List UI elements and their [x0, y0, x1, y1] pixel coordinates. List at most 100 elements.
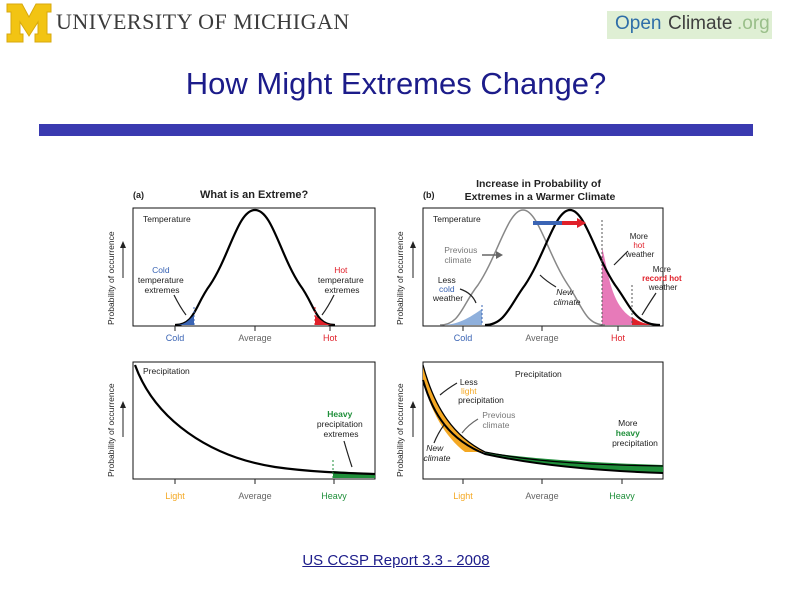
panel-b: (b) Increase in Probability of Extremes … — [395, 178, 684, 343]
slide-title: How Might Extremes Change? — [185, 66, 607, 101]
panel-d-y-arrowhead-icon — [410, 401, 416, 408]
panel-d-new-climate-1: New — [426, 443, 444, 453]
panel-d-more-heavy: More heavy precipitation — [612, 418, 658, 448]
panel-a-letter: (a) — [133, 190, 144, 200]
panel-b-frame — [422, 207, 664, 327]
panel-a-heading: What is an Extreme? — [200, 189, 308, 201]
panel-a-cold-pointer — [173, 294, 187, 316]
panel-b-new-climate-1: New — [556, 287, 574, 297]
panel-c-frame — [132, 361, 376, 480]
panel-d-less-light: Less light precipitation — [458, 377, 504, 405]
panel-d-less-light-pointer — [439, 382, 458, 396]
openclimate-org-text: .org — [737, 13, 770, 34]
panel-b-cold-fill — [440, 309, 482, 325]
panel-b-y-arrowhead-icon — [410, 241, 416, 248]
panel-b-record-3: weather — [648, 283, 678, 292]
panel-b-tick-label-hot: Hot — [611, 333, 626, 343]
panel-d-new-climate-2: climate — [424, 453, 451, 463]
panel-a-cold-note: Cold temperature extremes — [138, 265, 186, 295]
panel-b-less-cold-pointer — [459, 288, 477, 304]
openclimate-logo[interactable]: Open Climate .org — [607, 11, 772, 39]
panel-b-tick-label-cold: Cold — [454, 333, 473, 343]
panel-c-heavy-note: Heavy precipitation extremes — [317, 409, 365, 439]
panel-a-hot-tail — [315, 315, 335, 325]
panel-b-record-hot-fill — [632, 317, 660, 325]
source-caption-link[interactable]: US CCSP Report 3.3 - 2008 — [302, 552, 490, 569]
panel-a-hot-note-1: Hot — [334, 265, 348, 275]
panel-a-y-label: Probability of occurrence — [106, 231, 116, 325]
panel-a-cold-note-2: temperature — [138, 275, 184, 285]
panel-c-y-arrowhead-icon — [120, 401, 126, 408]
panel-a-hot-note-2: temperature — [318, 275, 364, 285]
panel-b-letter: (b) — [423, 190, 435, 200]
panel-d-more-heavy-3: precipitation — [612, 438, 658, 448]
panel-b-new-climate: New climate — [554, 287, 581, 307]
panel-b-hot-fill — [602, 247, 660, 325]
panel-b-previous-1: Previous — [444, 245, 477, 255]
panel-b-less-cold-3: weather — [432, 293, 463, 303]
panel-d: Probability of occurrence Precipitation … — [395, 361, 664, 501]
panel-a-cold-note-3: extremes — [145, 285, 180, 295]
panel-b-record-1: More — [653, 265, 672, 274]
panel-b-more-hot-1: More — [630, 232, 649, 241]
panel-d-frame — [422, 361, 664, 480]
panel-d-tick-label-light: Light — [453, 491, 473, 501]
panel-d-series-label: Precipitation — [515, 369, 562, 379]
panel-a-tick-label-average: Average — [238, 333, 271, 343]
panel-b-previous-2: climate — [445, 255, 472, 265]
university-michigan-logo-icon — [6, 3, 52, 43]
panel-d-y-label: Probability of occurrence — [395, 383, 405, 477]
panel-d-more-heavy-2: heavy — [616, 428, 640, 438]
panel-d-previous-curve — [422, 364, 664, 467]
panel-b-less-cold-2: cold — [439, 284, 455, 294]
panel-c-distribution-curve — [133, 364, 376, 476]
extremes-figure: (a) What is an Extreme? Probability of o… — [106, 178, 684, 501]
panel-d-less-light-3: precipitation — [458, 395, 504, 405]
panel-b-heading-2: Extremes in a Warmer Climate — [465, 191, 616, 203]
panel-b-shift-arrowhead-icon — [577, 218, 586, 228]
panel-a-series-label: Temperature — [143, 214, 191, 224]
panel-c-tick-label-average: Average — [238, 491, 271, 501]
panel-a-cold-note-1: Cold — [152, 265, 170, 275]
panel-d-previous-2: climate — [483, 420, 510, 430]
panel-c-series-label: Precipitation — [143, 366, 190, 376]
panel-c-tick-label-heavy: Heavy — [321, 491, 347, 501]
panel-d-tick-label-average: Average — [525, 491, 558, 501]
panel-b-previous-curve — [439, 209, 606, 326]
panel-b-less-cold-1: Less — [438, 275, 456, 285]
panel-c-y-label: Probability of occurrence — [106, 383, 116, 477]
panel-a-y-arrowhead-icon — [120, 241, 126, 248]
panel-d-previous-1: Previous — [482, 410, 515, 420]
panel-b-tick-label-average: Average — [525, 333, 558, 343]
panel-c-heavy-note-2: precipitation — [317, 419, 363, 429]
panel-d-previous-pointer — [461, 418, 479, 434]
panel-b-new-curve — [484, 208, 661, 327]
panel-a-hot-pointer — [321, 294, 335, 316]
panel-b-more-hot: More hot weather — [625, 232, 655, 259]
panel-c-heavy-note-1: Heavy — [327, 409, 352, 419]
panel-a-frame — [132, 207, 376, 327]
openclimate-open-text: Open — [615, 13, 662, 34]
panel-d-new-curve — [422, 379, 664, 474]
title-divider-bar — [39, 124, 753, 136]
panel-d-less-light-1: Less — [460, 377, 478, 387]
panel-a-hot-note-3: extremes — [325, 285, 360, 295]
panel-b-heading-1: Increase in Probability of — [476, 178, 601, 190]
panel-b-new-climate-2: climate — [554, 297, 581, 307]
panel-a-tick-label-cold: Cold — [166, 333, 185, 343]
panel-a-distribution-curve — [174, 208, 336, 327]
panel-b-more-hot-3: weather — [625, 250, 655, 259]
panel-d-new-climate: New climate — [424, 443, 451, 463]
panel-c-heavy-pointer — [343, 440, 353, 468]
university-name: UNIVERSITY OF MICHIGAN — [56, 9, 350, 34]
panel-d-tick-label-heavy: Heavy — [609, 491, 635, 501]
panel-b-series-label: Temperature — [433, 214, 481, 224]
panel-d-less-light-2: light — [461, 386, 477, 396]
panel-b-record-pointer — [641, 292, 657, 316]
panel-b-more-hot-pointer — [613, 250, 629, 266]
panel-d-more-heavy-1: More — [618, 418, 638, 428]
panel-b-more-record-hot: More record hot weather — [642, 265, 684, 292]
panel-b-heading: Increase in Probability of Extremes in a… — [465, 178, 616, 203]
openclimate-climate-text: Climate — [668, 13, 733, 34]
panel-a-cold-tail — [175, 315, 194, 325]
